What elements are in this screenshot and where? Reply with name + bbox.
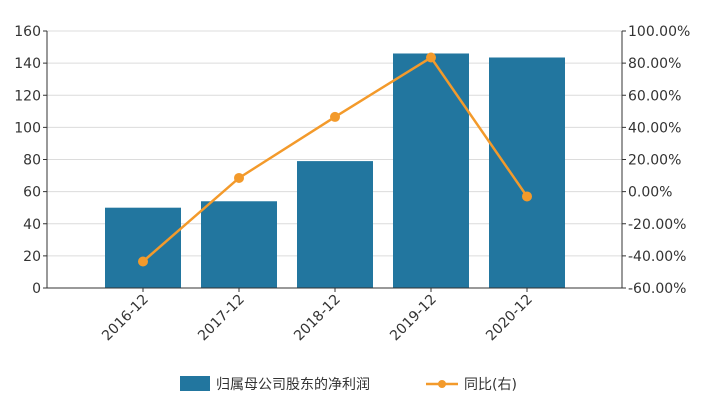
legend-bar-label: 归属母公司股东的净利润 [216, 376, 370, 393]
bar-2020-12 [489, 57, 565, 288]
legend-line-marker [438, 380, 446, 388]
legend-bar-swatch [180, 376, 210, 391]
left-tick-label: 60 [23, 185, 41, 201]
line-point-2020-12 [522, 191, 532, 202]
right-tick-label: 100.00% [628, 24, 690, 40]
left-tick-label: 80 [23, 153, 41, 169]
right-tick-label: -40.00% [628, 249, 686, 265]
bar-series [105, 53, 565, 288]
line-series [138, 52, 532, 267]
right-tick-label: 60.00% [628, 88, 681, 104]
legend: 归属母公司股东的净利润 同比(右) [180, 376, 517, 393]
legend-line-label: 同比(右) [464, 377, 517, 393]
x-tick-label: 2019-12 [387, 292, 440, 345]
line-point-2018-12 [330, 111, 340, 122]
line-point-2019-12 [426, 52, 436, 63]
right-tick-label: 80.00% [628, 56, 681, 72]
x-tick-label: 2018-12 [291, 292, 344, 345]
x-tick-label: 2016-12 [99, 292, 152, 345]
right-tick-label: -20.00% [628, 217, 686, 233]
left-tick-label: 0 [32, 281, 41, 297]
left-tick-label: 40 [23, 217, 41, 233]
left-tick-label: 160 [14, 24, 41, 40]
left-tick-label: 20 [23, 249, 41, 265]
right-tick-label: -60.00% [628, 281, 686, 297]
line-point-2016-12 [138, 256, 148, 267]
left-tick-label: 100 [14, 120, 41, 136]
right-axis-ticks: -60.00% -40.00% -20.00% 0.00% 20.00% 40.00% 60… [622, 24, 690, 297]
bar-2019-12 [393, 53, 469, 288]
x-tick-label: 2017-12 [195, 292, 248, 345]
left-tick-label: 120 [14, 88, 41, 104]
x-axis-ticks: 2016-12 2017-12 2018-12 2019-12 2020-12 [99, 288, 536, 344]
left-tick-label: 140 [14, 56, 41, 72]
bar-2016-12 [105, 207, 181, 288]
left-axis-ticks: 0 20 40 60 80 100 120 140 160 [14, 24, 47, 297]
bar-2018-12 [297, 161, 373, 288]
right-tick-label: 20.00% [628, 153, 681, 169]
bar-2017-12 [201, 201, 277, 288]
right-tick-label: 40.00% [628, 120, 681, 136]
line-point-2017-12 [234, 172, 244, 183]
x-tick-label: 2020-12 [483, 292, 536, 345]
right-tick-label: 0.00% [628, 185, 672, 201]
